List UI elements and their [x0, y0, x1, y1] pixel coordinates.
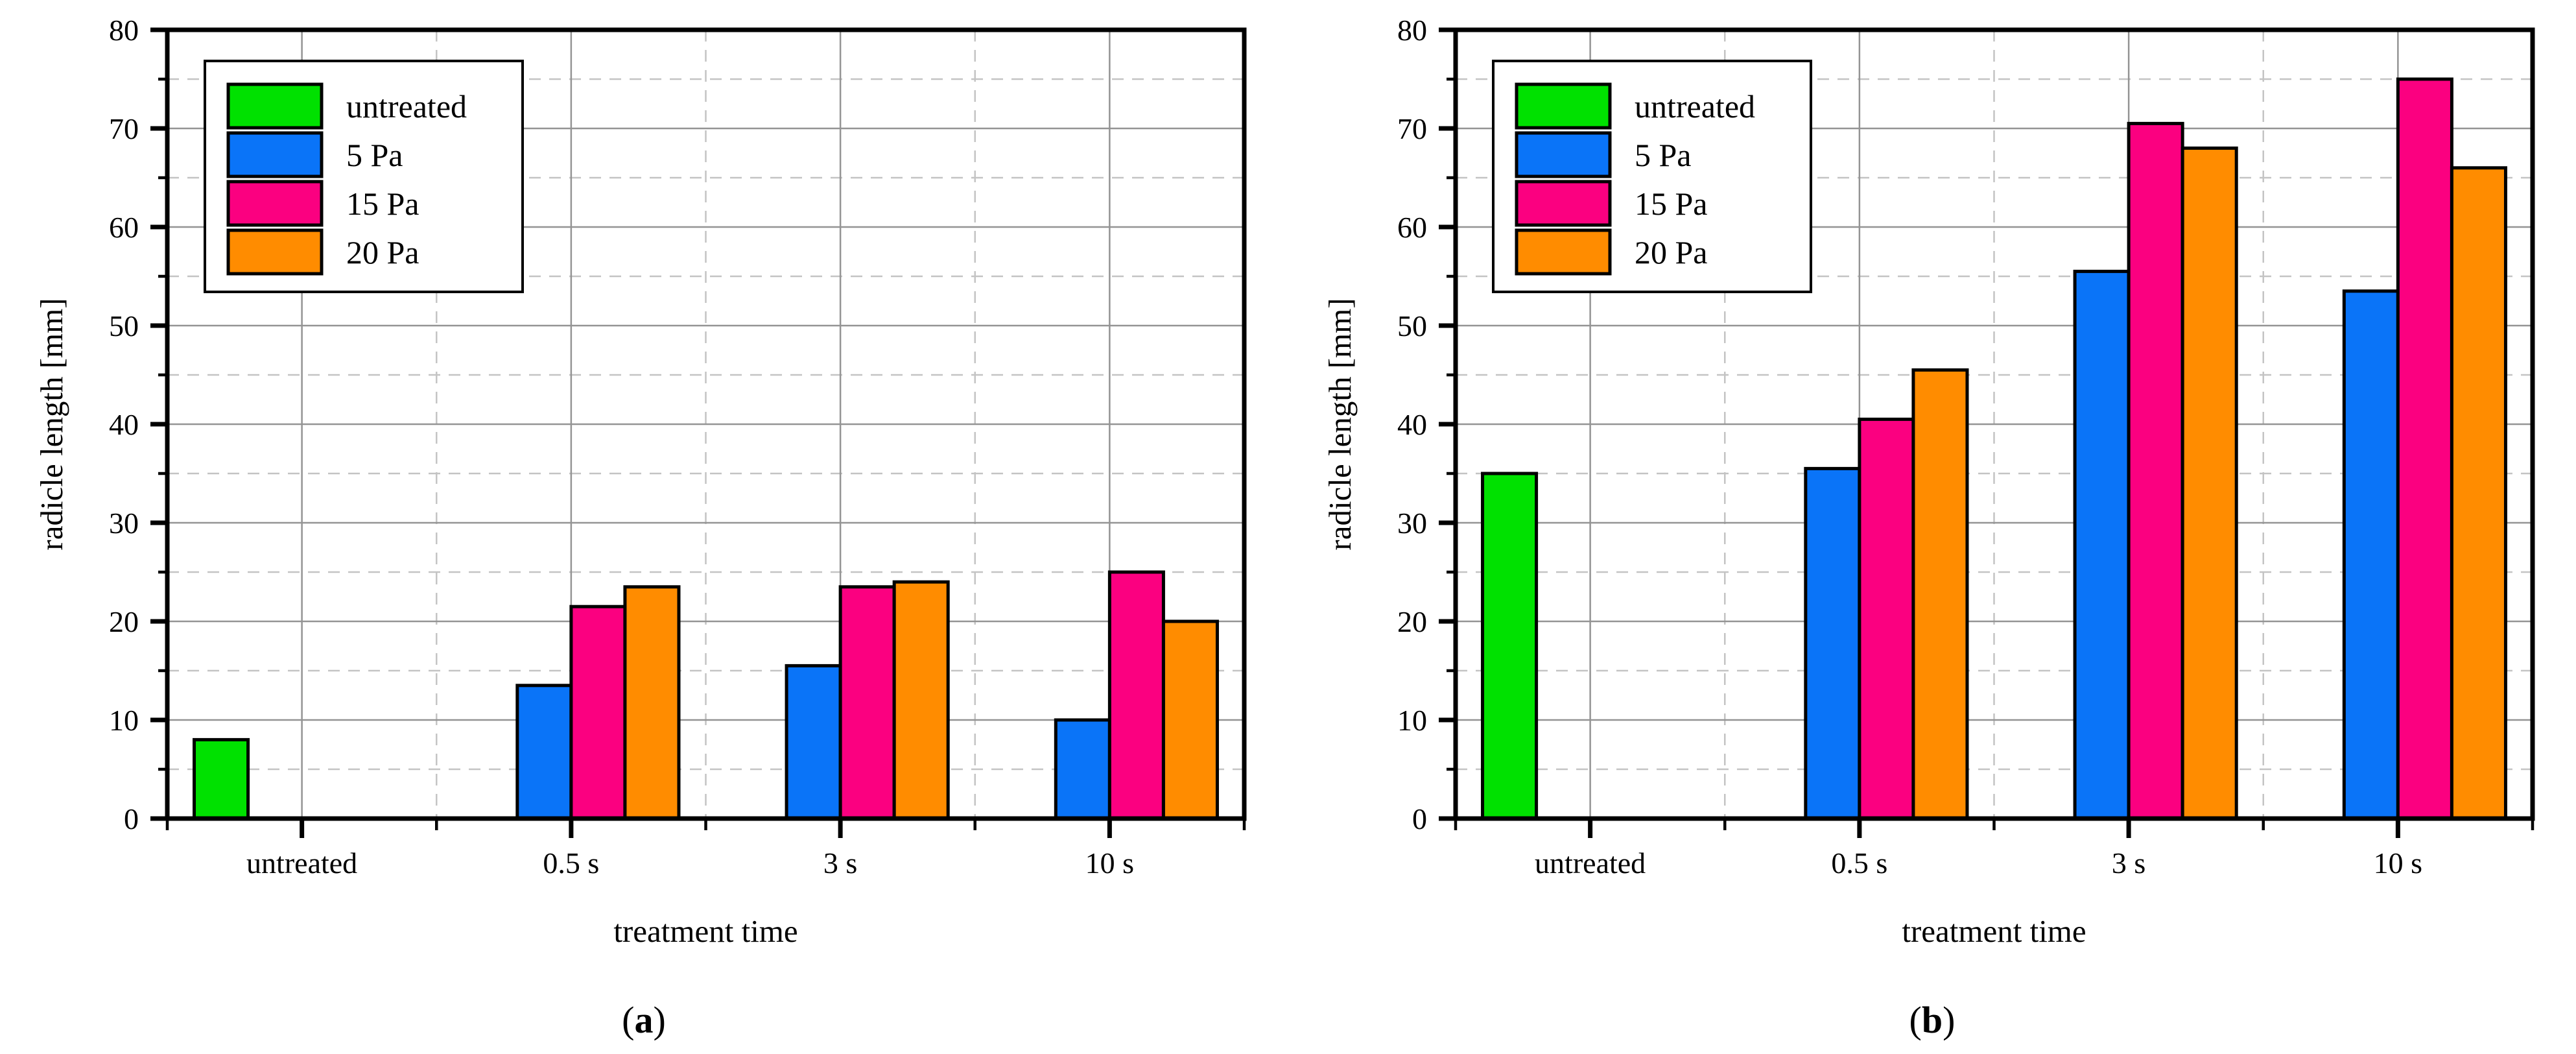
x-tick-label: untreated [246, 846, 357, 880]
y-tick-label: 20 [109, 605, 139, 638]
legend-label-15Pa: 15 Pa [1635, 186, 1708, 222]
bar-15Pa-0.5s [569, 605, 627, 820]
x-tick-label: untreated [1535, 846, 1646, 880]
bar-15Pa-10s [2396, 77, 2453, 820]
caption-letter: b [1922, 999, 1943, 1041]
y-tick-label: 70 [1397, 112, 1427, 145]
legend-label-15Pa: 15 Pa [346, 186, 419, 222]
y-tick-label: 10 [109, 704, 139, 737]
y-tick-label: 50 [1397, 309, 1427, 342]
chart-a: 0 10 20 30 40 50 60 70 80 untreated 0.5 s 3 s 10 s ra… [34, 14, 1247, 1041]
x-axis-title: treatment time [1902, 913, 2086, 949]
legend: untreated 5 Pa 15 Pa 20 Pa [204, 60, 524, 293]
axis-ticks [1439, 27, 2535, 838]
bar-5Pa-0.5s [1804, 466, 1861, 820]
bar-5Pa-3s [785, 664, 842, 820]
bar-20Pa-3s [2180, 146, 2238, 820]
panel-caption-a: (a) [622, 999, 666, 1041]
legend-swatch-untreated [1515, 82, 1612, 130]
bar-5Pa-3s [2073, 269, 2131, 820]
x-tick-label: 3 s [823, 846, 857, 880]
bar-untreated-untreated [193, 737, 250, 820]
caption-close-paren: ) [654, 999, 666, 1041]
bar-15Pa-0.5s [1858, 417, 1915, 820]
caption-close-paren: ) [1943, 999, 1955, 1041]
axis-ticks [150, 27, 1246, 838]
y-tick-label: 0 [1412, 802, 1427, 835]
panel-a: 0 10 20 30 40 50 60 70 80 untreated 0.5 s 3 s 10 s ra… [34, 14, 1247, 1041]
bar-5Pa-0.5s [515, 684, 573, 820]
legend-swatch-untreated [226, 82, 324, 130]
legend-swatch-15Pa [226, 180, 324, 227]
legend: untreated 5 Pa 15 Pa 20 Pa [1492, 60, 1812, 293]
bar-20Pa-0.5s [1911, 368, 1969, 820]
chart-layer-b: 0 10 20 30 40 50 60 70 80 untreated 0.5 s 3 s 10 s ra… [1322, 14, 2535, 949]
y-axis-title: radicle length [mm] [34, 298, 69, 550]
bars [193, 570, 1219, 820]
x-tick-label: 0.5 s [1831, 846, 1887, 880]
y-tick-label: 80 [1397, 14, 1427, 47]
x-tick-labels: untreated 0.5 s 3 s 10 s [1535, 846, 2422, 880]
y-tick-label: 40 [1397, 408, 1427, 441]
chart-b: 0 10 20 30 40 50 60 70 80 untreated 0.5 s 3 s 10 s ra… [1322, 14, 2535, 1041]
legend-swatch-5Pa [1515, 131, 1612, 178]
y-tick-label: 10 [1397, 704, 1427, 737]
legend-label-20Pa: 20 Pa [1635, 234, 1708, 270]
panel-caption-b: (b) [1909, 999, 1956, 1041]
bar-20Pa-10s [2450, 166, 2507, 820]
bar-20Pa-0.5s [623, 585, 681, 820]
y-axis-title: radicle length [mm] [1322, 298, 1358, 550]
bar-15Pa-3s [838, 585, 896, 820]
legend-swatch-15Pa [1515, 180, 1612, 227]
x-tick-labels: untreated 0.5 s 3 s 10 s [246, 846, 1134, 880]
y-tick-label: 0 [124, 802, 139, 835]
caption-open-paren: ( [1909, 999, 1922, 1041]
y-tick-labels: 0 10 20 30 40 50 60 70 80 [1397, 14, 1427, 835]
y-tick-label: 70 [109, 112, 139, 145]
bar-15Pa-3s [2127, 121, 2184, 820]
x-tick-label: 10 s [2374, 846, 2422, 880]
legend-label-untreated: untreated [1635, 88, 1755, 125]
x-tick-label: 10 s [1085, 846, 1134, 880]
bar-5Pa-10s [2342, 289, 2400, 820]
caption-open-paren: ( [622, 999, 634, 1041]
y-tick-label: 50 [109, 309, 139, 342]
y-tick-labels: 0 10 20 30 40 50 60 70 80 [109, 14, 139, 835]
bar-untreated-untreated [1481, 472, 1539, 820]
legend-label-5Pa: 5 Pa [1635, 137, 1692, 173]
x-tick-label: 0.5 s [543, 846, 599, 880]
y-tick-label: 80 [109, 14, 139, 47]
panel-b: 0 10 20 30 40 50 60 70 80 untreated 0.5 s 3 s 10 s ra… [1288, 0, 2576, 1054]
y-tick-label: 60 [1397, 211, 1427, 244]
y-tick-label: 30 [1397, 507, 1427, 540]
bar-20Pa-3s [892, 580, 950, 820]
bar-20Pa-10s [1161, 619, 1219, 820]
caption-letter: a [635, 999, 654, 1041]
y-tick-label: 40 [109, 408, 139, 441]
chart-layer-a: 0 10 20 30 40 50 60 70 80 untreated 0.5 s 3 s 10 s ra… [34, 14, 1247, 949]
y-tick-label: 20 [1397, 605, 1427, 638]
legend-label-5Pa: 5 Pa [346, 137, 403, 173]
legend-swatch-20Pa [1515, 228, 1612, 276]
legend-swatch-5Pa [226, 131, 324, 178]
legend-label-untreated: untreated [346, 88, 467, 125]
y-tick-label: 60 [109, 211, 139, 244]
legend-swatch-20Pa [226, 228, 324, 276]
bar-5Pa-10s [1054, 718, 1111, 820]
x-axis-title: treatment time [613, 913, 798, 949]
x-tick-label: 3 s [2112, 846, 2145, 880]
bar-15Pa-10s [1107, 570, 1165, 820]
legend-label-20Pa: 20 Pa [346, 234, 419, 270]
y-tick-label: 30 [109, 507, 139, 540]
